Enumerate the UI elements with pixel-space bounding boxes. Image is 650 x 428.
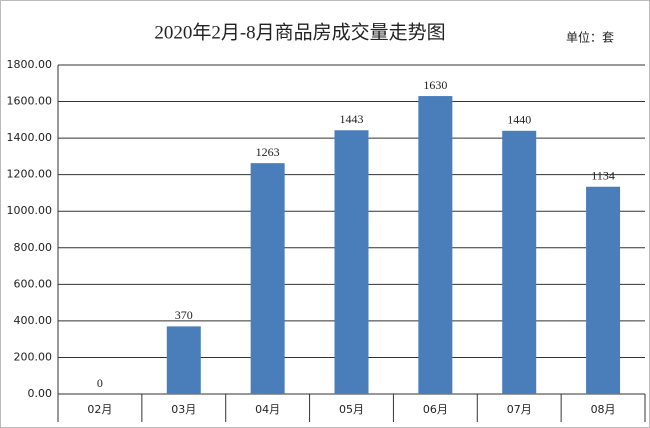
data-label: 1440 — [507, 113, 531, 127]
x-tick-label: 03月 — [171, 403, 196, 416]
x-tick-label: 07月 — [507, 403, 532, 416]
bar — [250, 163, 285, 394]
x-tick-label: 04月 — [255, 403, 280, 416]
y-tick-label: 400.00 — [14, 314, 53, 327]
data-label: 0 — [97, 376, 103, 390]
x-tick-label: 06月 — [423, 403, 448, 416]
y-tick-label: 0.00 — [28, 387, 53, 400]
bar — [586, 186, 621, 394]
unit-label: 单位：套 — [566, 30, 614, 45]
y-tick-label: 600.00 — [14, 277, 53, 290]
y-tick-label: 1000.00 — [7, 204, 53, 217]
x-tick-label: 08月 — [591, 403, 616, 416]
chart-title: 2020年2月-8月商品房成交量走势图 — [154, 21, 445, 43]
y-tick-label: 1200.00 — [7, 168, 53, 181]
y-tick-label: 1800.00 — [7, 58, 53, 71]
data-label: 370 — [175, 308, 193, 322]
data-label: 1443 — [340, 112, 364, 126]
data-label: 1630 — [423, 78, 447, 92]
bar — [334, 130, 369, 395]
bar — [502, 130, 537, 395]
y-tick-label: 800.00 — [14, 241, 53, 254]
bar — [166, 326, 201, 394]
y-tick-label: 1400.00 — [7, 131, 53, 144]
x-tick-label: 02月 — [87, 403, 112, 416]
y-tick-label: 1600.00 — [7, 95, 53, 108]
x-tick-label: 05月 — [339, 403, 364, 416]
bar — [418, 96, 453, 395]
y-tick-label: 200.00 — [14, 350, 53, 363]
data-label: 1263 — [256, 145, 280, 159]
data-label: 1134 — [591, 168, 615, 182]
